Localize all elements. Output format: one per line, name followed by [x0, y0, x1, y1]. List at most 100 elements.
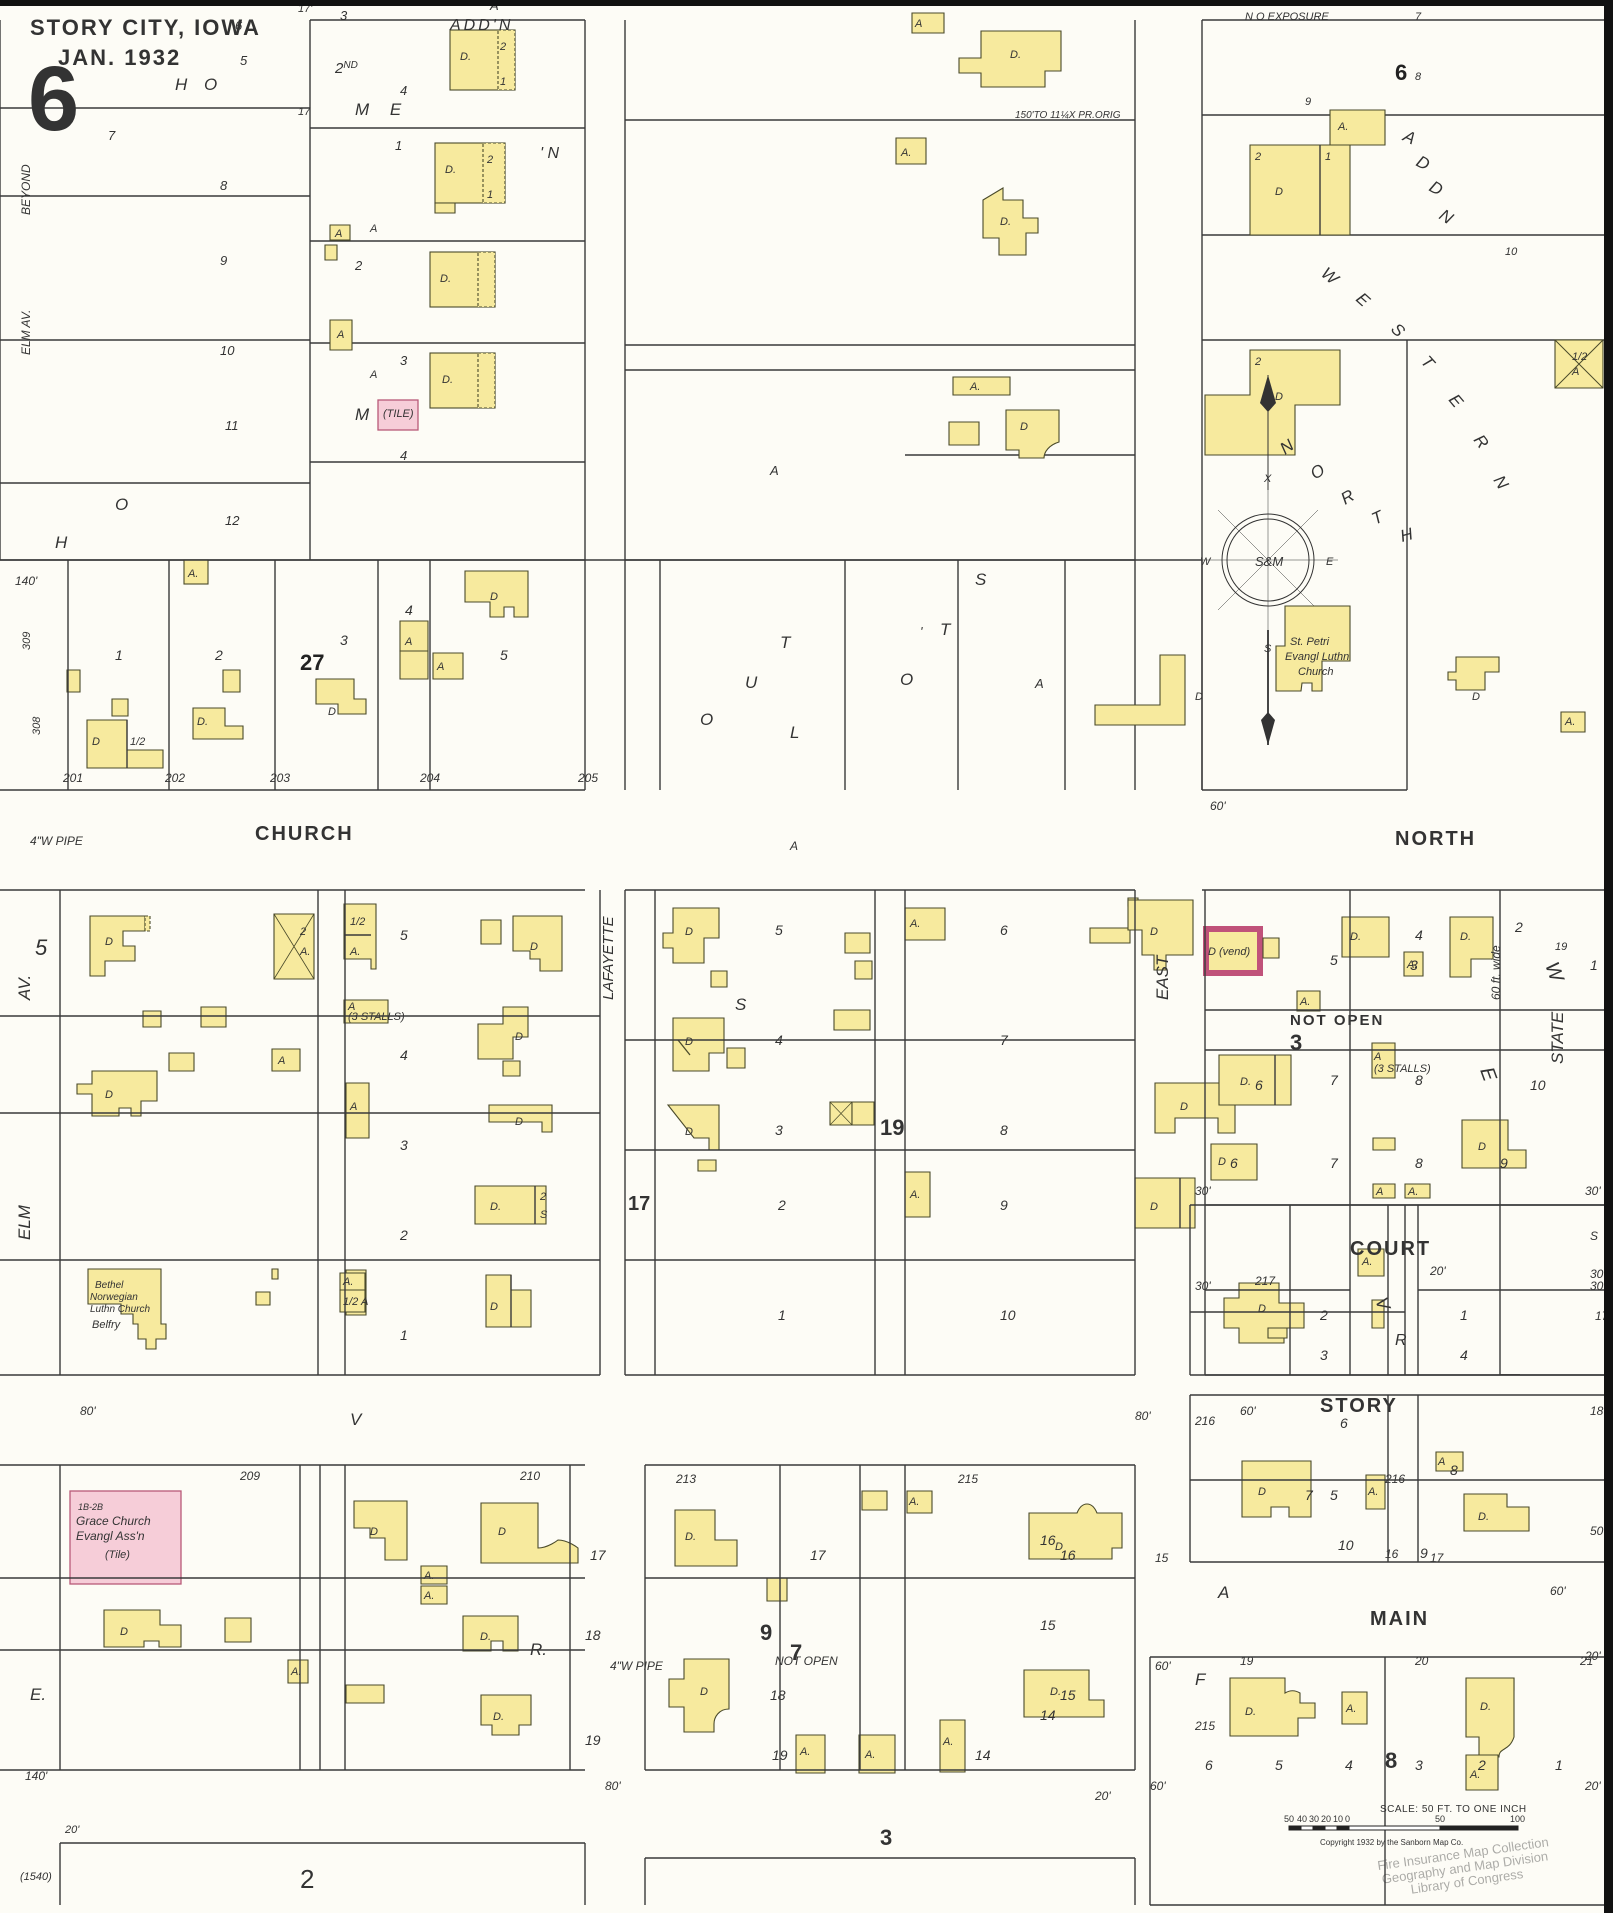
- svg-text:216: 216: [1194, 1414, 1215, 1428]
- svg-text:A.: A.: [1345, 1703, 1356, 1715]
- svg-text:S: S: [735, 995, 747, 1014]
- svg-text:A.: A.: [342, 1276, 353, 1288]
- svg-text:19: 19: [1240, 1654, 1254, 1668]
- svg-text:210: 210: [519, 1469, 540, 1483]
- svg-text:2: 2: [1514, 919, 1523, 935]
- svg-text:2: 2: [354, 258, 363, 273]
- svg-text:LAFAYETTE: LAFAYETTE: [600, 915, 617, 1000]
- svg-text:309: 309: [21, 632, 33, 650]
- svg-text:17: 17: [1430, 1551, 1445, 1565]
- svg-text:11: 11: [225, 418, 239, 433]
- svg-text:5: 5: [240, 53, 248, 68]
- svg-text:205: 205: [577, 771, 598, 785]
- svg-text:203: 203: [269, 771, 290, 785]
- svg-text:NOT OPEN: NOT OPEN: [775, 1654, 838, 1668]
- svg-text:D: D: [685, 926, 693, 938]
- svg-text:9: 9: [1420, 1545, 1428, 1561]
- svg-text:10: 10: [1000, 1307, 1016, 1323]
- svg-text:D: D: [685, 1126, 693, 1138]
- svg-text:40: 40: [1297, 1814, 1307, 1824]
- svg-text:2: 2: [399, 1227, 408, 1243]
- svg-text:19: 19: [585, 1732, 601, 1748]
- svg-text:S: S: [1590, 1229, 1598, 1243]
- svg-text:213: 213: [675, 1472, 696, 1486]
- svg-text:D.: D.: [493, 1711, 504, 1723]
- svg-text:A: A: [789, 839, 798, 853]
- svg-text:1/2: 1/2: [350, 916, 365, 928]
- svg-text:80': 80': [80, 1404, 96, 1418]
- svg-text:16: 16: [1040, 1532, 1056, 1548]
- svg-text:Bethel: Bethel: [95, 1280, 124, 1291]
- svg-text:A: A: [1373, 1051, 1381, 1063]
- svg-text:10: 10: [1338, 1537, 1354, 1553]
- svg-text:30': 30': [1590, 1267, 1606, 1281]
- svg-text:20: 20: [1321, 1814, 1331, 1824]
- svg-text:A.: A.: [900, 147, 911, 159]
- svg-text:0: 0: [1345, 1814, 1350, 1824]
- svg-text:D: D: [498, 1526, 506, 1538]
- svg-text:4: 4: [400, 448, 407, 463]
- svg-text:D.: D.: [490, 1201, 501, 1213]
- svg-text:1: 1: [778, 1307, 786, 1323]
- svg-text:D (vend): D (vend): [1208, 946, 1251, 958]
- svg-text:D: D: [328, 706, 336, 718]
- svg-text:S: S: [540, 1209, 548, 1221]
- svg-text:Evangl Luthn: Evangl Luthn: [1285, 651, 1349, 663]
- svg-text:CHURCH: CHURCH: [255, 823, 354, 845]
- svg-text:A.: A.: [1299, 996, 1310, 1008]
- svg-text:6: 6: [235, 18, 243, 33]
- svg-text:3: 3: [340, 632, 348, 648]
- svg-text:A: A: [1375, 1186, 1383, 1198]
- svg-text:8: 8: [1415, 71, 1422, 83]
- svg-text:60': 60': [1155, 1659, 1171, 1673]
- svg-text:1/2 A: 1/2 A: [343, 1296, 368, 1308]
- svg-text:2: 2: [1254, 151, 1261, 163]
- svg-text:STORY CITY, IOWA: STORY CITY, IOWA: [30, 15, 261, 40]
- svg-text:19: 19: [880, 1115, 904, 1140]
- svg-text:D: D: [685, 1036, 693, 1048]
- svg-text:(Tile): (Tile): [105, 1549, 130, 1561]
- svg-text:1: 1: [487, 189, 493, 201]
- svg-text:7: 7: [1415, 11, 1422, 23]
- svg-text:A.: A.: [942, 1736, 953, 1748]
- svg-text:10: 10: [220, 343, 235, 358]
- svg-text:3: 3: [1320, 1347, 1328, 1363]
- svg-text:Copyright 1932 by the Sanborn: Copyright 1932 by the Sanborn Map Co.: [1320, 1838, 1463, 1847]
- svg-text:A.: A.: [908, 1496, 919, 1508]
- svg-text:MAIN: MAIN: [1370, 1608, 1429, 1630]
- svg-text:27: 27: [300, 650, 324, 675]
- svg-text:4"W PIPE: 4"W PIPE: [610, 1659, 664, 1673]
- svg-text:30': 30': [1590, 1279, 1606, 1293]
- svg-text:2: 2: [486, 154, 493, 166]
- svg-text:D: D: [105, 936, 113, 948]
- svg-text:D: D: [490, 1301, 498, 1313]
- svg-text:D: D: [1150, 926, 1158, 938]
- svg-text:A: A: [334, 228, 342, 240]
- svg-text:5: 5: [35, 935, 48, 960]
- svg-text:150'TO 11¼X PR.ORIG: 150'TO 11¼X PR.ORIG: [1015, 109, 1121, 121]
- svg-text:Church: Church: [1298, 666, 1333, 678]
- svg-text:6: 6: [1000, 922, 1008, 938]
- svg-text:A.: A.: [909, 1189, 920, 1201]
- svg-text:4: 4: [400, 83, 407, 98]
- svg-text:T: T: [940, 620, 952, 639]
- svg-text:6: 6: [1205, 1757, 1213, 1773]
- svg-text:COURT: COURT: [1350, 1238, 1431, 1260]
- svg-text:A: A: [369, 223, 377, 235]
- svg-text:8: 8: [1450, 1462, 1458, 1478]
- svg-text:6: 6: [1255, 1077, 1263, 1093]
- svg-text:1: 1: [1325, 151, 1331, 163]
- svg-text:80': 80': [605, 1779, 621, 1793]
- svg-text:A: A: [277, 1055, 285, 1067]
- svg-text:A.: A.: [349, 946, 360, 958]
- svg-text:50: 50: [1435, 1814, 1445, 1824]
- svg-text:10: 10: [1530, 1077, 1546, 1093]
- svg-text:20': 20': [64, 1824, 80, 1836]
- svg-text:D: D: [700, 1686, 708, 1698]
- svg-text:L: L: [790, 723, 799, 742]
- svg-text:5: 5: [1275, 1757, 1283, 1773]
- svg-text:202: 202: [164, 771, 185, 785]
- svg-text:Evangl Ass'n: Evangl Ass'n: [76, 1529, 145, 1543]
- svg-text:ADD'N: ADD'N: [449, 17, 513, 34]
- svg-text:30: 30: [1309, 1814, 1319, 1824]
